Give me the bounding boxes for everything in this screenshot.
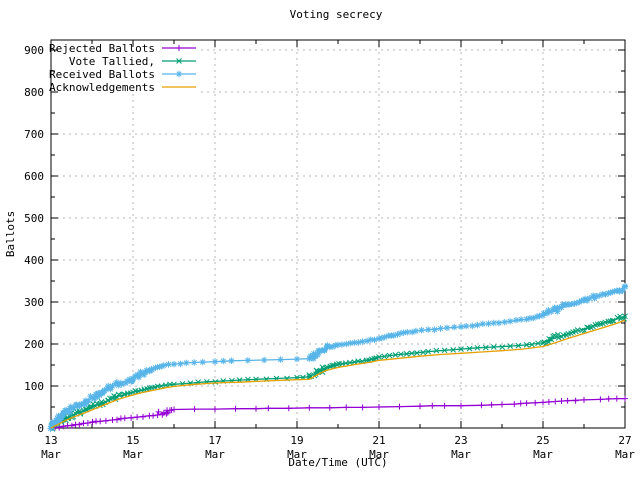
- series-rejected-ballots: [50, 395, 628, 431]
- series-received-ballots: [47, 283, 629, 432]
- legend-item: Vote Tallied,: [69, 55, 196, 68]
- x-tick-label: Mar: [369, 448, 389, 461]
- plus-markers: [52, 395, 628, 431]
- x-tick-label: Mar: [533, 448, 553, 461]
- x-tick-label: Mar: [41, 448, 61, 461]
- legend-backing: [52, 41, 200, 94]
- gridlines: [51, 40, 625, 428]
- legend-label: Received Ballots: [49, 68, 155, 81]
- x-tick-label: 27: [618, 434, 631, 447]
- legend-label: Rejected Ballots: [49, 42, 155, 55]
- data-series: [47, 283, 629, 432]
- y-tick-label: 200: [24, 338, 44, 351]
- x-axis-label: Date/Time (UTC): [288, 456, 387, 469]
- y-tick-label: 900: [24, 44, 44, 57]
- series-line: [50, 319, 626, 429]
- series-line: [50, 397, 625, 429]
- chart-title: Voting secrecy: [290, 8, 383, 21]
- legend-sample-marker: [176, 45, 182, 51]
- tick-labels: 010020030040050060070080090013Mar15Mar17…: [24, 44, 635, 461]
- y-tick-label: 300: [24, 296, 44, 309]
- y-tick-label: 800: [24, 86, 44, 99]
- y-tick-label: 100: [24, 380, 44, 393]
- x-tick-label: 15: [126, 434, 139, 447]
- axis-ticks: [50, 40, 626, 429]
- legend-label: Vote Tallied,: [69, 55, 155, 68]
- plot-border: [50, 39, 626, 429]
- star-markers: [47, 283, 629, 432]
- legend-item: Rejected Ballots: [49, 42, 196, 55]
- x-tick-label: Mar: [123, 448, 143, 461]
- series-acknowledgements: [50, 319, 626, 429]
- y-tick-label: 400: [24, 254, 44, 267]
- x-tick-label: 23: [454, 434, 467, 447]
- y-tick-label: 600: [24, 170, 44, 183]
- y-tick-label: 500: [24, 212, 44, 225]
- x-tick-label: Mar: [205, 448, 225, 461]
- series-line: [50, 315, 626, 429]
- x-tick-label: Mar: [287, 448, 307, 461]
- x-tick-label: 13: [44, 434, 57, 447]
- x-tick-label: 19: [290, 434, 303, 447]
- series-line: [50, 286, 626, 428]
- legend-item: Acknowledgements: [49, 81, 196, 94]
- x-tick-label: Mar: [451, 448, 471, 461]
- x-tick-label: 21: [372, 434, 385, 447]
- y-tick-label: 700: [24, 128, 44, 141]
- x-tick-label: 25: [536, 434, 549, 447]
- x-tick-label: 17: [208, 434, 221, 447]
- y-axis-label: Ballots: [4, 211, 17, 257]
- legend-label: Acknowledgements: [49, 81, 155, 94]
- legend-sample-marker: [176, 58, 182, 64]
- legend-item: Received Ballots: [49, 68, 196, 81]
- legend-sample-marker: [175, 70, 183, 78]
- y-tick-label: 0: [37, 422, 44, 435]
- legend-background: [52, 41, 200, 94]
- x-tick-label: Mar: [615, 448, 635, 461]
